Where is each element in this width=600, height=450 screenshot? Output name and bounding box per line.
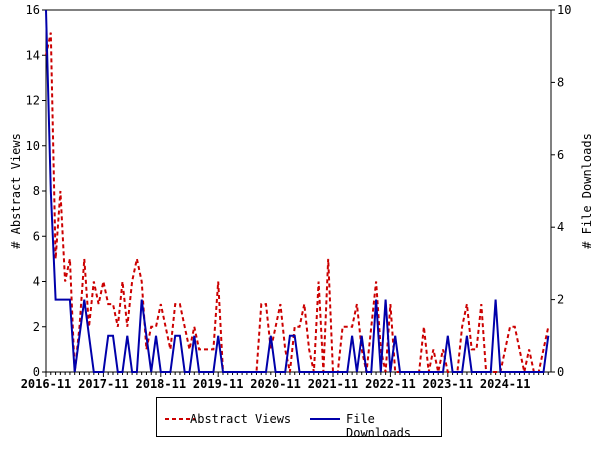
chart-plot: 0 2 4 6 8 10 12 14 16 0 2 4 6 8 10 2016-11 2017-11 2018-1… bbox=[9, 3, 594, 391]
legend-label-downloads: File Downloads bbox=[346, 412, 412, 440]
y2-tick-label: 10 bbox=[557, 3, 571, 17]
x-tick-label: 2019-11 bbox=[193, 377, 244, 391]
y-tick-label: 0 bbox=[33, 365, 40, 379]
y-tick-label: 4 bbox=[33, 275, 40, 289]
series-file-downloads bbox=[45, 9, 550, 373]
legend: Abstract Views File Downloads bbox=[156, 397, 442, 440]
y-tick-label: 12 bbox=[26, 94, 40, 108]
x-tick-label: 2024-11 bbox=[480, 377, 531, 391]
y2-tick-label: 0 bbox=[557, 365, 564, 379]
y-tick-label: 6 bbox=[33, 229, 40, 243]
y-tick-label: 16 bbox=[26, 3, 40, 17]
y-tick-label: 14 bbox=[26, 48, 40, 62]
legend-swatch-views bbox=[165, 418, 195, 420]
x-tick-label: 2016-11 bbox=[21, 377, 72, 391]
y2-tick-label: 2 bbox=[557, 293, 564, 307]
x-tick-label: 2018-11 bbox=[136, 377, 187, 391]
x-tick-label: 2022-11 bbox=[365, 377, 416, 391]
series-abstract-views bbox=[45, 32, 550, 373]
x-tick-label: 2017-11 bbox=[78, 377, 129, 391]
y-axis-label: # Abstract Views bbox=[9, 133, 23, 249]
y2-tick-label: 4 bbox=[557, 220, 564, 234]
y2-tick-label: 6 bbox=[557, 148, 564, 162]
y2-tick-label: 8 bbox=[557, 75, 564, 89]
y-tick-label: 10 bbox=[26, 139, 40, 153]
y2-axis-label: # File Downloads bbox=[580, 133, 594, 249]
y-tick-label: 8 bbox=[33, 184, 40, 198]
x-tick-label: 2023-11 bbox=[423, 377, 474, 391]
x-tick-label: 2020-11 bbox=[250, 377, 301, 391]
y-tick-label: 2 bbox=[33, 320, 40, 334]
plot-frame bbox=[45, 9, 552, 373]
x-tick-label: 2021-11 bbox=[308, 377, 359, 391]
legend-label-views: Abstract Views bbox=[190, 412, 292, 426]
legend-swatch-downloads bbox=[310, 418, 340, 420]
